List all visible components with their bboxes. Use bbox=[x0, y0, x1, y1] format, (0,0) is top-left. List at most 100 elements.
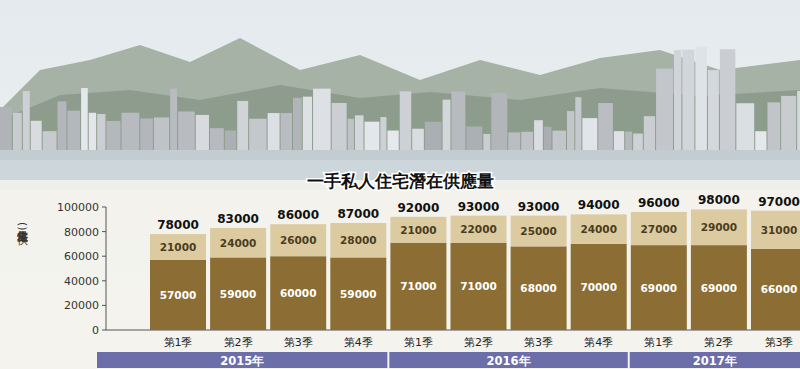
building bbox=[400, 91, 411, 150]
building bbox=[303, 97, 312, 150]
building bbox=[387, 131, 398, 150]
total-label: 87000 bbox=[337, 207, 379, 221]
building bbox=[58, 101, 67, 150]
x-tick-label: 第1季 bbox=[164, 336, 193, 349]
x-tick-label: 第2季 bbox=[704, 336, 733, 349]
building bbox=[674, 50, 681, 150]
building bbox=[122, 113, 140, 150]
group-band bbox=[389, 352, 627, 368]
total-label: 78000 bbox=[157, 218, 199, 232]
data-labels: 5700059000600005900071000710006800070000… bbox=[157, 193, 800, 300]
segment-label: 29000 bbox=[701, 221, 738, 233]
building bbox=[332, 103, 347, 150]
segment-label: 69000 bbox=[701, 282, 738, 294]
building bbox=[521, 132, 533, 150]
building bbox=[365, 122, 380, 150]
building bbox=[466, 127, 482, 150]
x-tick-label: 第4季 bbox=[344, 336, 373, 349]
bar-segment bbox=[210, 257, 266, 330]
bar-segment bbox=[210, 228, 266, 258]
building bbox=[633, 134, 643, 150]
building bbox=[140, 118, 153, 150]
building bbox=[425, 122, 442, 150]
building bbox=[767, 102, 780, 150]
segment-label: 31000 bbox=[761, 224, 798, 236]
hills bbox=[0, 38, 800, 160]
segment-label: 26000 bbox=[280, 234, 317, 246]
bar-segment bbox=[571, 214, 627, 244]
building bbox=[237, 101, 248, 150]
total-label: 86000 bbox=[277, 208, 319, 222]
building bbox=[81, 88, 88, 150]
bar-segment bbox=[511, 246, 567, 330]
building bbox=[225, 130, 236, 150]
y-tick bbox=[102, 231, 106, 232]
bar-segment bbox=[390, 217, 446, 243]
x-tick-label: 第2季 bbox=[224, 336, 253, 349]
building bbox=[154, 117, 169, 150]
building bbox=[43, 131, 57, 150]
building bbox=[544, 127, 552, 150]
building bbox=[797, 91, 800, 150]
building bbox=[720, 49, 735, 150]
segment-label: 22000 bbox=[460, 223, 497, 235]
building bbox=[483, 134, 490, 150]
bar-segment bbox=[330, 223, 386, 257]
building bbox=[268, 113, 280, 150]
y-tick-label: 60000 bbox=[64, 250, 99, 263]
segment-label: 21000 bbox=[160, 241, 197, 253]
group-band bbox=[97, 352, 387, 368]
total-label: 94000 bbox=[578, 198, 620, 212]
building bbox=[293, 98, 302, 150]
building bbox=[736, 103, 754, 150]
bar-segment bbox=[691, 245, 747, 330]
segment-label: 71000 bbox=[400, 280, 437, 292]
building bbox=[695, 47, 707, 150]
total-label: 98000 bbox=[698, 193, 740, 207]
bar-segment bbox=[691, 209, 747, 245]
building bbox=[67, 111, 80, 150]
bar-segment bbox=[571, 244, 627, 330]
building bbox=[451, 92, 465, 150]
x-tick-label: 第1季 bbox=[644, 336, 673, 349]
x-tick-label: 第1季 bbox=[404, 336, 433, 349]
building bbox=[443, 100, 451, 150]
y-axis-title: 住宅供應量(伙) bbox=[16, 222, 29, 246]
total-label: 93000 bbox=[518, 200, 560, 214]
building bbox=[281, 113, 292, 150]
building bbox=[656, 69, 673, 150]
building bbox=[23, 91, 30, 150]
building bbox=[89, 113, 96, 150]
total-label: 96000 bbox=[638, 196, 680, 210]
bars bbox=[150, 209, 800, 330]
segment-label: 25000 bbox=[520, 225, 557, 237]
building bbox=[508, 132, 520, 150]
x-tick-label: 第3季 bbox=[524, 336, 553, 349]
segment-label: 68000 bbox=[520, 282, 557, 294]
building bbox=[755, 131, 766, 150]
bar-segment bbox=[631, 212, 687, 245]
bar-segment bbox=[150, 260, 206, 330]
building bbox=[552, 131, 565, 150]
total-label: 97000 bbox=[758, 195, 800, 209]
segment-label: 60000 bbox=[280, 287, 317, 299]
bar-segment bbox=[451, 243, 507, 330]
panel bbox=[0, 180, 800, 369]
building bbox=[170, 89, 177, 150]
y-tick-label: 0 bbox=[92, 324, 99, 337]
building bbox=[575, 97, 581, 150]
building bbox=[491, 93, 507, 150]
x-tick-label: 第4季 bbox=[584, 336, 613, 349]
building bbox=[644, 116, 655, 150]
bar-segment bbox=[451, 216, 507, 243]
total-label: 92000 bbox=[398, 201, 440, 215]
segment-label: 24000 bbox=[220, 237, 257, 249]
x-tick-label: 第2季 bbox=[464, 336, 493, 349]
building bbox=[13, 113, 22, 150]
sky bbox=[0, 0, 800, 369]
y-axis-line bbox=[106, 207, 107, 330]
building bbox=[348, 119, 354, 150]
y-tick bbox=[102, 207, 106, 208]
group-label: 2015年 bbox=[220, 354, 264, 368]
building bbox=[412, 129, 424, 150]
